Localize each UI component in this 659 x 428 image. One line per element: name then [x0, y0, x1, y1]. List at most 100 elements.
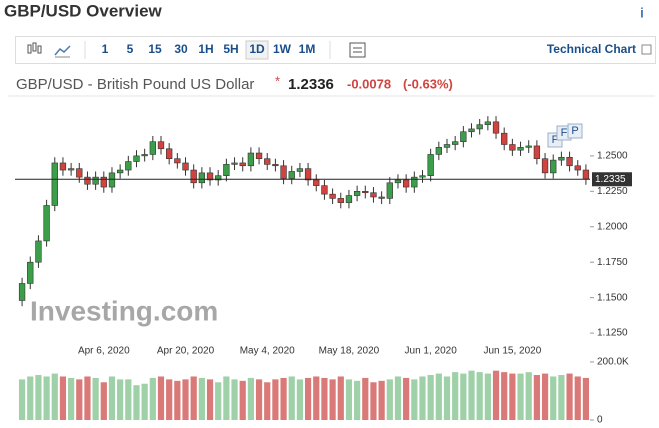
candle-body	[427, 154, 434, 177]
candle-body	[435, 147, 442, 155]
interval-button[interactable]: 30	[174, 42, 188, 56]
volume-bar	[141, 383, 148, 420]
volume-bar	[92, 377, 99, 420]
volume-bar	[492, 370, 500, 420]
event-marker: P	[571, 125, 578, 137]
volume-bar	[452, 372, 459, 420]
y-tick-label: 1.1500	[597, 292, 628, 303]
volume-bar	[337, 376, 344, 420]
settings-icon[interactable]	[349, 42, 366, 58]
interval-button[interactable]: 5	[127, 42, 134, 56]
y-tick-label: 1.2500	[597, 151, 628, 162]
x-tick-label: Apr 20, 2020	[157, 346, 215, 357]
candle-body	[501, 132, 508, 145]
y-tick-label: 1.2250	[597, 186, 628, 197]
volume-bar	[345, 379, 353, 420]
candle-body	[255, 152, 263, 159]
volume-bar	[525, 372, 532, 420]
candle-icon[interactable]	[27, 42, 42, 54]
interval-button[interactable]: 1H	[198, 42, 213, 56]
candle-body	[329, 193, 336, 199]
last-price-box	[592, 172, 632, 187]
volume-bar	[125, 379, 132, 420]
volume-bar	[182, 379, 189, 420]
watermark: Investing.com	[30, 295, 218, 326]
candle-body	[157, 141, 165, 150]
event-marker-box[interactable]	[567, 123, 583, 139]
candle-body	[190, 169, 197, 184]
volume-bar	[133, 385, 140, 420]
volume-bar	[304, 377, 312, 420]
volume-bar	[166, 379, 173, 420]
candle-body	[525, 145, 532, 148]
volume-bar	[574, 376, 581, 420]
candle-body	[313, 179, 320, 186]
candle-body	[67, 168, 75, 171]
volume-bar	[468, 370, 475, 420]
y-tick-label: 1.1750	[597, 257, 628, 268]
volume-bar	[117, 379, 124, 420]
candle-body	[84, 176, 91, 185]
volume-bar	[533, 375, 540, 420]
candle-body	[92, 176, 99, 185]
candle-body	[541, 158, 549, 174]
volume-bar	[403, 377, 410, 420]
volume-bar	[321, 377, 328, 420]
volume-bar	[550, 376, 557, 420]
volume-bar	[501, 372, 508, 420]
volume-bar	[157, 376, 165, 420]
line-icon[interactable]	[54, 45, 71, 56]
candle-body	[149, 141, 156, 155]
candle-body	[509, 144, 516, 151]
candle-body	[566, 156, 573, 167]
popout-icon[interactable]	[641, 44, 652, 55]
interval-button[interactable]: 15	[148, 42, 162, 56]
candle-body	[533, 145, 541, 159]
price-change-percent: (-0.63%)	[403, 76, 453, 91]
interval-button[interactable]: 1D	[249, 42, 265, 56]
volume-bar	[239, 380, 246, 420]
interval-button[interactable]: 5H	[223, 42, 238, 56]
candle-body	[133, 155, 140, 162]
volume-bar	[231, 379, 238, 420]
interval-button[interactable]: 1W	[273, 42, 292, 56]
info-icon[interactable]: i	[640, 5, 644, 21]
candle-body	[100, 176, 107, 188]
candle-body	[239, 162, 246, 167]
volume-bar	[427, 375, 434, 420]
interval-button[interactable]: 1M	[299, 42, 316, 56]
candle-body	[280, 165, 287, 179]
event-marker: F	[561, 127, 568, 139]
volume-bar	[296, 379, 304, 420]
candle-body	[108, 172, 116, 188]
candle-body	[492, 121, 500, 134]
volume-bar	[509, 373, 516, 420]
volume-bar	[68, 377, 75, 420]
x-tick-label: May 18, 2020	[319, 346, 380, 357]
x-tick-label: May 4, 2020	[240, 346, 295, 357]
volume-bar	[558, 375, 565, 420]
candle-body	[345, 195, 353, 203]
candle-body	[231, 162, 238, 165]
technical-chart-link[interactable]: Technical Chart	[547, 42, 636, 56]
volume-bar	[18, 379, 26, 420]
toolbar	[15, 36, 656, 64]
instrument-name: GBP/USD - British Pound US Dollar	[16, 76, 254, 93]
candle-body	[378, 196, 385, 199]
title: GBP/USD Overview	[4, 1, 163, 20]
candle-body	[362, 191, 369, 194]
candle-body	[353, 191, 361, 196]
interval-button[interactable]: 1	[102, 42, 109, 56]
candle-body	[386, 182, 393, 199]
volume-bar	[541, 373, 549, 420]
candle-body	[18, 283, 26, 301]
candle-body	[116, 169, 124, 174]
volume-bar	[411, 379, 418, 420]
candle-body	[206, 172, 214, 181]
candle-body	[411, 176, 418, 188]
candle-body	[394, 179, 402, 184]
volume-bar	[419, 376, 426, 420]
candle-body	[198, 172, 206, 184]
